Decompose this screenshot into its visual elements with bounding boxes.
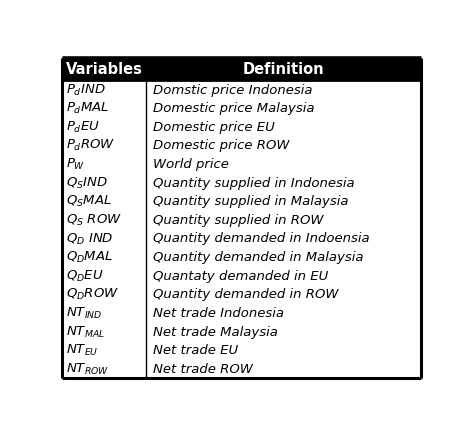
Text: Net trade Indonesia: Net trade Indonesia — [153, 306, 284, 319]
Text: Domestic price Malaysia: Domestic price Malaysia — [153, 102, 314, 115]
Text: $Q_S$ ROW: $Q_S$ ROW — [66, 212, 122, 227]
Text: Domestic price ROW: Domestic price ROW — [153, 139, 289, 152]
Text: $Q_D$ROW: $Q_D$ROW — [66, 287, 119, 302]
Text: $P_d$MAL: $P_d$MAL — [66, 101, 109, 116]
Text: $P_d$IND: $P_d$IND — [66, 82, 106, 97]
Text: $P_W$: $P_W$ — [66, 157, 86, 172]
Bar — [62, 59, 421, 80]
Text: $Q_S$MAL: $Q_S$MAL — [66, 194, 112, 209]
Text: $NT_{EU}$: $NT_{EU}$ — [66, 342, 98, 357]
Text: $NT_{ROW}$: $NT_{ROW}$ — [66, 361, 109, 376]
Text: $P_d$EU: $P_d$EU — [66, 120, 100, 135]
Text: Definition: Definition — [243, 62, 325, 77]
Text: $Q_D$EU: $Q_D$EU — [66, 268, 104, 283]
Text: $Q_D$MAL: $Q_D$MAL — [66, 249, 113, 264]
Text: Variables: Variables — [65, 62, 142, 77]
Text: Quantity supplied in Malaysia: Quantity supplied in Malaysia — [153, 195, 348, 208]
Text: Net trade EU: Net trade EU — [153, 344, 238, 356]
Text: $P_d$ROW: $P_d$ROW — [66, 138, 115, 153]
Text: Quantity demanded in Indoensia: Quantity demanded in Indoensia — [153, 232, 369, 245]
Text: Quantity demanded in ROW: Quantity demanded in ROW — [153, 288, 338, 301]
Text: Net trade Malaysia: Net trade Malaysia — [153, 325, 277, 338]
Text: Domstic price Indonesia: Domstic price Indonesia — [153, 83, 312, 96]
Text: Quantaty demanded in EU: Quantaty demanded in EU — [153, 269, 328, 282]
Text: Domestic price EU: Domestic price EU — [153, 120, 275, 133]
Text: $Q_S$IND: $Q_S$IND — [66, 175, 108, 190]
Text: Quantity supplied in ROW: Quantity supplied in ROW — [153, 213, 323, 226]
Text: Quantity supplied in Indonesia: Quantity supplied in Indonesia — [153, 176, 354, 189]
Text: World price: World price — [153, 158, 228, 171]
Text: Net trade ROW: Net trade ROW — [153, 362, 252, 375]
Text: $NT_{MAL}$: $NT_{MAL}$ — [66, 324, 105, 339]
Text: $Q_D$ IND: $Q_D$ IND — [66, 231, 114, 246]
Text: $NT_{IND}$: $NT_{IND}$ — [66, 305, 103, 320]
Text: Quantity demanded in Malaysia: Quantity demanded in Malaysia — [153, 251, 363, 264]
